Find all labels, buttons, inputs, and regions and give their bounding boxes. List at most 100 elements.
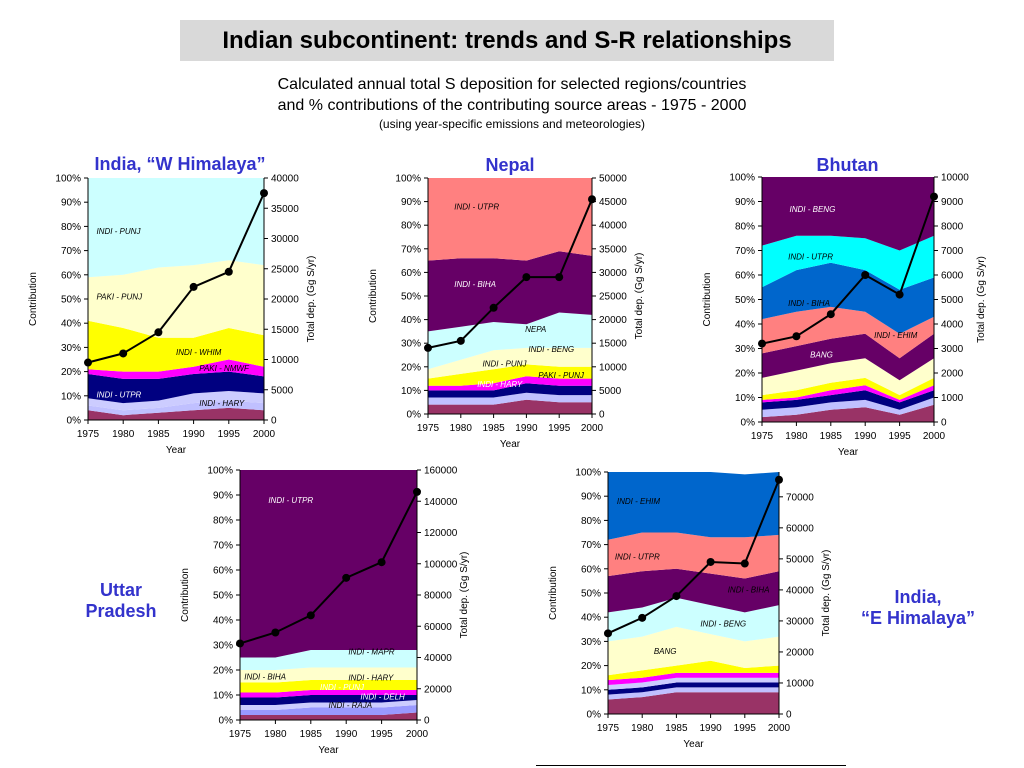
area-label: INDI - EHIM: [617, 497, 660, 506]
x-tick-label: 1975: [417, 423, 440, 434]
left-tick-label: 40%: [401, 315, 421, 326]
area-layer-4: [762, 377, 934, 400]
area-layer-10: [762, 177, 934, 251]
x-tick-label: 1990: [515, 423, 538, 434]
area-label: INDI - HARY: [477, 380, 523, 389]
area-layer-4: [240, 690, 417, 698]
area-layer-0: [762, 404, 934, 422]
area-layer-2: [608, 682, 779, 695]
right-tick-label: 0: [271, 416, 277, 427]
right-tick-label: 50000: [786, 554, 814, 565]
left-tick-label: 80%: [735, 222, 755, 233]
area-label: INDI - BIHA: [728, 585, 770, 594]
chart-bhutan: 0% 10% 20% 30% 40% 50% 60% 70% 80% 90% 100% 0 1000 20…: [702, 173, 987, 459]
left-tick-label: 20%: [401, 362, 421, 373]
right-tick-label: 15000: [271, 325, 299, 336]
right-tick-label: 0: [786, 710, 792, 721]
x-axis-label: Year: [318, 745, 339, 756]
left-tick-label: 100%: [55, 174, 81, 185]
right-tick-label: 10000: [599, 362, 627, 373]
total-deposition-point: [588, 195, 596, 204]
chart-e-himalaya: 0% 10% 20% 30% 40% 50% 60% 70% 80% 90% 100% 0 10000 2…: [548, 468, 832, 751]
left-axis-label: Contribution: [702, 273, 713, 327]
left-axis-label: Contribution: [28, 272, 39, 326]
area-layer-8: [608, 568, 779, 613]
total-deposition-point: [342, 573, 351, 582]
chart-uttar-pradesh: 0% 10% 20% 30% 40% 50% 60% 70% 80% 90% 100% 0 20000 4…: [180, 466, 470, 757]
right-tick-label: 30000: [786, 616, 814, 627]
area-layer-6: [240, 667, 417, 683]
right-tick-label: 35000: [271, 204, 299, 215]
x-tick-label: 1985: [482, 423, 505, 434]
area-layer-7: [88, 178, 264, 278]
left-tick-label: 40%: [61, 319, 81, 330]
area-layer-0: [608, 692, 779, 714]
area-layer-0: [88, 407, 264, 420]
x-tick-label: 1980: [450, 423, 473, 434]
left-tick-label: 100%: [575, 468, 601, 479]
area-label: INDI - PUNJ: [482, 360, 527, 369]
total-deposition-point: [271, 628, 280, 637]
total-deposition-point: [555, 273, 564, 282]
region-title-uttar-pradesh-line2: Pradesh: [85, 601, 157, 621]
area-label: INDI - UTPR: [788, 253, 833, 262]
area-label: PAKI - PUNJ: [538, 371, 585, 380]
left-tick-label: 30%: [581, 637, 601, 648]
area-label: PAKI - NMWF: [199, 364, 250, 373]
x-tick-label: 1995: [734, 723, 757, 734]
x-tick-label: 1990: [854, 431, 877, 442]
area-label: INDI - MAPR: [348, 647, 394, 656]
area-label: INDI - EHIM: [874, 331, 917, 340]
left-tick-label: 100%: [729, 173, 755, 184]
right-tick-label: 6000: [941, 271, 964, 282]
right-axis-label: Total dep. (Gg S/yr): [459, 552, 470, 639]
right-tick-label: 7000: [941, 246, 964, 257]
area-label: INDI - UTPR: [96, 391, 141, 400]
area-layer-9: [608, 532, 779, 579]
area-layer-6: [428, 312, 592, 370]
total-deposition-point: [758, 339, 766, 348]
area-layer-5: [428, 347, 592, 379]
x-axis-label: Year: [683, 739, 704, 750]
region-title-w-himalaya: India, “W Himalaya”: [94, 154, 266, 174]
area-layer-5: [240, 680, 417, 693]
subtitle-line-3: (using year-specific emissions and meteo…: [378, 117, 646, 131]
left-tick-label: 70%: [581, 540, 601, 551]
left-tick-label: 60%: [735, 271, 755, 282]
area-layer-3: [240, 695, 417, 705]
right-tick-label: 20000: [271, 295, 299, 306]
right-tick-label: 5000: [941, 295, 964, 306]
right-axis-label: Total dep. (Gg S/yr): [634, 253, 645, 340]
left-tick-label: 30%: [401, 339, 421, 350]
right-tick-label: 3000: [941, 344, 964, 355]
left-tick-label: 100%: [207, 466, 233, 477]
left-tick-label: 40%: [581, 613, 601, 624]
right-tick-label: 140000: [424, 497, 458, 508]
right-tick-label: 60000: [786, 523, 814, 534]
area-layer-8: [240, 470, 417, 658]
x-axis-label: Year: [500, 439, 521, 450]
right-tick-label: 40000: [599, 221, 627, 232]
area-layer-4: [608, 672, 779, 685]
area-layer-1: [608, 687, 779, 700]
area-layer-5: [608, 660, 779, 681]
right-axis-label: Total dep. (Gg S/yr): [976, 256, 987, 343]
area-label: BANG: [654, 647, 677, 656]
left-tick-label: 60%: [581, 564, 601, 575]
total-deposition-point: [377, 558, 386, 567]
total-deposition-point: [604, 629, 612, 638]
area-layer-3: [428, 376, 592, 391]
area-layer-0: [240, 712, 417, 720]
left-tick-label: 10%: [61, 391, 81, 402]
left-tick-label: 10%: [213, 691, 233, 702]
area-layer-1: [88, 400, 264, 416]
right-tick-label: 100000: [424, 559, 458, 570]
left-tick-label: 80%: [401, 221, 421, 232]
left-tick-label: 30%: [213, 641, 233, 652]
region-title-nepal: Nepal: [485, 155, 535, 175]
right-tick-label: 160000: [424, 466, 458, 477]
right-tick-label: 10000: [941, 173, 969, 184]
area-label: INDI - BIHA: [244, 672, 286, 681]
region-title-uttar-pradesh: Uttar Pradesh: [74, 580, 168, 622]
area-layer-5: [762, 358, 934, 396]
